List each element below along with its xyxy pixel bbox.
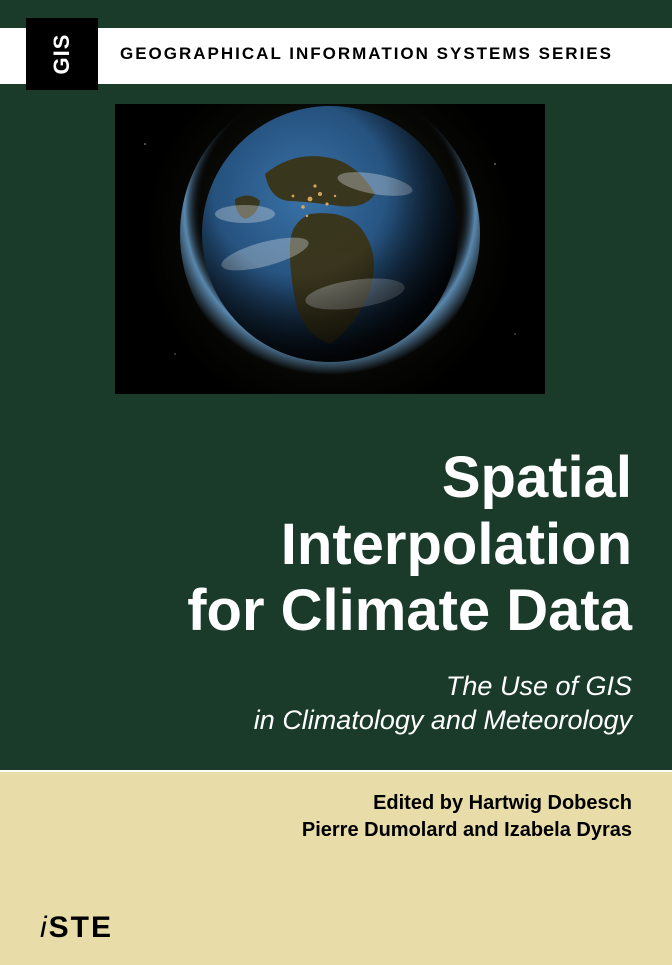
title-line-3: for Climate Data xyxy=(187,578,632,645)
book-cover: GIS GEOGRAPHICAL INFORMATION SYSTEMS SER… xyxy=(0,0,672,965)
book-subtitle: The Use of GIS in Climatology and Meteor… xyxy=(254,670,632,738)
globe-svg xyxy=(115,104,545,394)
subtitle-line-2: in Climatology and Meteorology xyxy=(254,704,632,738)
series-title: GEOGRAPHICAL INFORMATION SYSTEMS SERIES xyxy=(120,44,613,64)
title-line-2: Interpolation xyxy=(187,512,632,579)
editors-line-1: Edited by Hartwig Dobesch xyxy=(302,790,632,817)
gis-badge: GIS xyxy=(26,18,98,90)
publisher-logo: iSTE xyxy=(40,911,113,945)
editors-line-2: Pierre Dumolard and Izabela Dyras xyxy=(302,817,632,844)
book-title: Spatial Interpolation for Climate Data xyxy=(187,445,632,645)
publisher-i: i xyxy=(40,911,49,944)
subtitle-line-1: The Use of GIS xyxy=(254,670,632,704)
gis-badge-text: GIS xyxy=(49,34,75,75)
globe-image xyxy=(115,104,545,394)
title-line-1: Spatial xyxy=(187,445,632,512)
editors-block: Edited by Hartwig Dobesch Pierre Dumolar… xyxy=(302,790,632,844)
publisher-ste: STE xyxy=(49,911,113,944)
